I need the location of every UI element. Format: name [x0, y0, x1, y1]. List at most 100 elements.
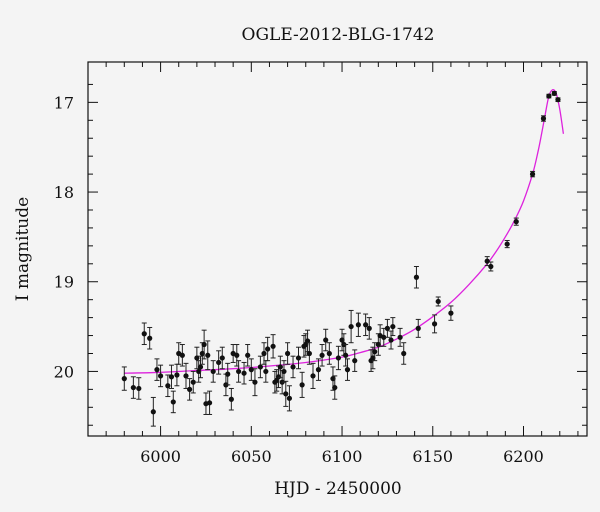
point-marker [388, 337, 394, 343]
point-marker [546, 93, 552, 99]
data-point [187, 378, 193, 401]
point-marker [513, 219, 519, 225]
chart-title: OGLE-2012-BLG-1742 [242, 25, 435, 45]
data-point [344, 358, 351, 381]
data-point [165, 374, 171, 398]
point-marker [343, 352, 349, 358]
data-point [216, 350, 222, 375]
point-marker [319, 352, 325, 358]
point-marker [397, 334, 403, 340]
point-marker [370, 355, 376, 361]
point-marker [330, 375, 336, 382]
point-marker [210, 368, 216, 375]
data-point [551, 90, 557, 96]
data-point [326, 342, 332, 365]
plot-frame [87, 61, 588, 437]
data-point [435, 296, 441, 307]
data-point [179, 344, 185, 367]
data-point [157, 364, 164, 388]
point-marker [187, 386, 193, 392]
y-tick-label: 19 [54, 273, 74, 292]
point-marker [261, 350, 267, 357]
y-tick-label: 20 [54, 362, 74, 381]
data-point [252, 368, 258, 397]
data-point [448, 305, 454, 321]
point-marker [339, 337, 345, 343]
data-point [290, 355, 296, 379]
point-marker [504, 241, 510, 247]
point-marker [252, 379, 258, 385]
point-marker [219, 355, 225, 361]
data-point [384, 318, 390, 338]
point-marker [335, 355, 342, 361]
data-point [265, 336, 271, 362]
data-point [335, 345, 342, 371]
data-point [283, 380, 289, 407]
point-marker [310, 373, 316, 379]
data-point [245, 344, 251, 367]
data-point [310, 362, 316, 389]
data-point [121, 366, 127, 391]
point-marker [130, 384, 136, 391]
data-point [170, 390, 176, 414]
point-marker [257, 364, 263, 370]
point-marker [196, 368, 202, 375]
data-point [236, 360, 242, 383]
point-marker [332, 384, 338, 391]
point-marker [168, 374, 175, 380]
data-point [352, 349, 358, 372]
point-marker [355, 322, 361, 328]
point-marker [555, 97, 561, 103]
point-marker [315, 367, 322, 373]
point-marker [299, 382, 305, 388]
data-point [323, 328, 329, 352]
point-marker [234, 352, 240, 358]
point-marker [529, 171, 536, 177]
point-marker [488, 263, 494, 270]
point-marker [121, 375, 127, 382]
point-marker [270, 343, 276, 349]
data-point [299, 371, 305, 398]
x-tick-label: 6000 [140, 447, 181, 466]
data-point [529, 170, 536, 178]
point-marker [157, 373, 164, 379]
data-point [206, 390, 213, 415]
data-point [555, 97, 561, 103]
data-point [150, 396, 156, 427]
point-marker [484, 258, 490, 264]
data-point [210, 360, 216, 383]
point-marker [306, 350, 312, 357]
point-marker [372, 349, 378, 355]
point-marker [281, 368, 287, 375]
data-point [130, 376, 136, 399]
data-point [241, 361, 247, 385]
y-axis-label: I magnitude [13, 197, 33, 301]
point-marker [183, 373, 189, 379]
point-marker [248, 367, 254, 373]
data-point [257, 355, 263, 379]
point-marker [290, 364, 296, 370]
data-point [431, 314, 438, 334]
x-tick-label: 6100 [322, 447, 363, 466]
point-marker [174, 372, 180, 378]
x-axis-label: HJD - 2450000 [274, 479, 402, 499]
point-marker [136, 385, 142, 392]
point-marker [295, 355, 302, 361]
data-point [219, 346, 225, 370]
point-marker [413, 274, 420, 280]
point-marker [366, 325, 372, 331]
data-point [484, 256, 490, 267]
axis-ticks [87, 62, 587, 436]
point-marker [286, 395, 293, 401]
y-tick-label: 18 [54, 183, 74, 202]
data-point [372, 342, 378, 362]
point-marker [323, 337, 329, 343]
x-tick-label: 6200 [503, 447, 544, 466]
point-marker [216, 359, 222, 366]
point-marker [283, 391, 289, 397]
point-marker [265, 346, 271, 352]
data-point [488, 261, 494, 272]
point-marker [401, 350, 407, 357]
x-tick-label: 6050 [231, 447, 272, 466]
